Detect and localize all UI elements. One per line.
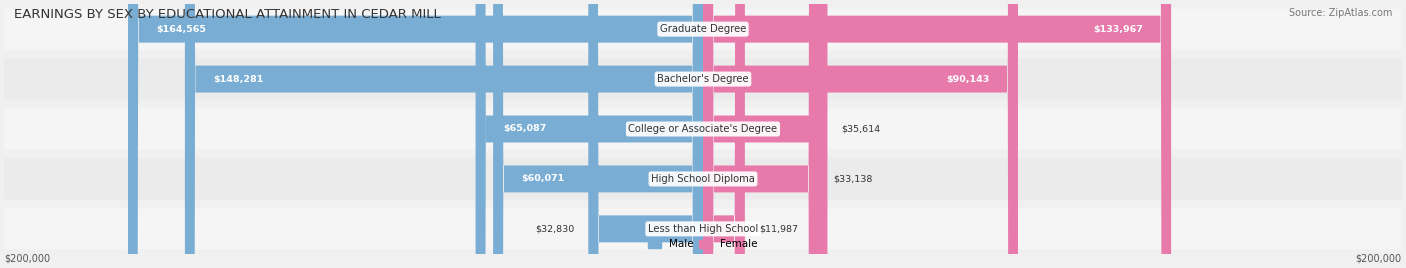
Text: Less than High School: Less than High School xyxy=(648,224,758,234)
FancyBboxPatch shape xyxy=(475,0,703,268)
Text: $65,087: $65,087 xyxy=(503,125,547,133)
Text: $164,565: $164,565 xyxy=(156,25,205,34)
Text: Graduate Degree: Graduate Degree xyxy=(659,24,747,34)
Text: Bachelor's Degree: Bachelor's Degree xyxy=(657,74,749,84)
Text: $133,967: $133,967 xyxy=(1094,25,1143,34)
Text: $200,000: $200,000 xyxy=(1355,254,1402,264)
Text: $60,071: $60,071 xyxy=(522,174,564,183)
FancyBboxPatch shape xyxy=(4,109,1402,150)
FancyBboxPatch shape xyxy=(4,9,1402,50)
FancyBboxPatch shape xyxy=(184,0,703,268)
Text: $33,138: $33,138 xyxy=(832,174,872,183)
Text: Source: ZipAtlas.com: Source: ZipAtlas.com xyxy=(1288,8,1392,18)
Text: $35,614: $35,614 xyxy=(841,125,880,133)
Legend: Male, Female: Male, Female xyxy=(644,235,762,254)
Text: EARNINGS BY SEX BY EDUCATIONAL ATTAINMENT IN CEDAR MILL: EARNINGS BY SEX BY EDUCATIONAL ATTAINMEN… xyxy=(14,8,441,21)
FancyBboxPatch shape xyxy=(703,0,828,268)
FancyBboxPatch shape xyxy=(4,209,1402,249)
FancyBboxPatch shape xyxy=(703,0,1018,268)
Text: High School Diploma: High School Diploma xyxy=(651,174,755,184)
FancyBboxPatch shape xyxy=(128,0,703,268)
Text: $90,143: $90,143 xyxy=(946,75,990,84)
Text: $148,281: $148,281 xyxy=(212,75,263,84)
Text: $32,830: $32,830 xyxy=(536,224,574,233)
FancyBboxPatch shape xyxy=(4,158,1402,199)
FancyBboxPatch shape xyxy=(703,0,818,268)
Text: $200,000: $200,000 xyxy=(4,254,51,264)
FancyBboxPatch shape xyxy=(703,0,1171,268)
Text: College or Associate's Degree: College or Associate's Degree xyxy=(628,124,778,134)
FancyBboxPatch shape xyxy=(4,59,1402,99)
FancyBboxPatch shape xyxy=(703,0,745,268)
Text: $11,987: $11,987 xyxy=(759,224,797,233)
FancyBboxPatch shape xyxy=(588,0,703,268)
FancyBboxPatch shape xyxy=(494,0,703,268)
